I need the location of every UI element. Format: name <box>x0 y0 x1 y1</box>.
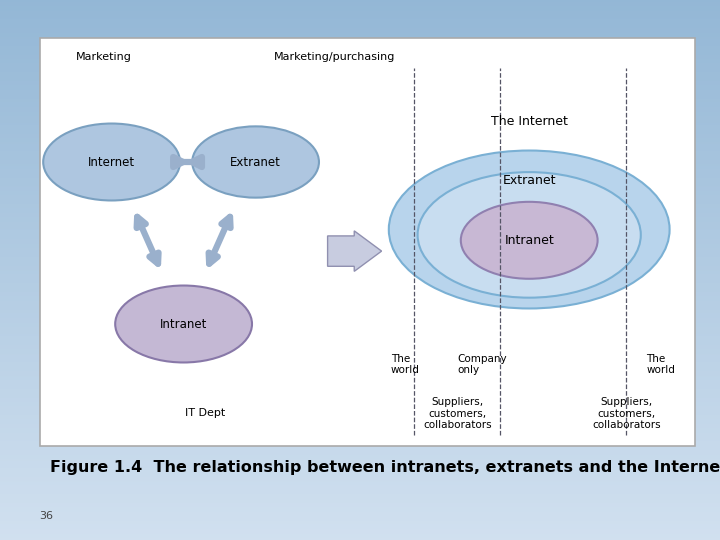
Ellipse shape <box>418 172 641 298</box>
Text: Internet: Internet <box>88 156 135 168</box>
Text: Marketing/purchasing: Marketing/purchasing <box>274 52 395 62</box>
Text: Figure 1.4  The relationship between intranets, extranets and the Internet: Figure 1.4 The relationship between intr… <box>50 460 720 475</box>
Ellipse shape <box>389 151 670 308</box>
Ellipse shape <box>192 126 319 198</box>
Text: The
world: The world <box>647 354 675 375</box>
Text: Suppliers,
customers,
collaborators: Suppliers, customers, collaborators <box>592 397 661 430</box>
FancyArrow shape <box>328 231 382 271</box>
Text: Intranet: Intranet <box>504 234 554 247</box>
FancyBboxPatch shape <box>40 38 695 445</box>
Text: 36: 36 <box>40 511 53 521</box>
Text: Company
only: Company only <box>457 354 507 375</box>
FancyArrowPatch shape <box>137 217 158 264</box>
Text: Suppliers,
customers,
collaborators: Suppliers, customers, collaborators <box>423 397 492 430</box>
Ellipse shape <box>461 202 598 279</box>
Text: Marketing: Marketing <box>76 52 132 62</box>
Ellipse shape <box>43 124 180 200</box>
Text: Intranet: Intranet <box>160 318 207 330</box>
FancyArrowPatch shape <box>209 217 230 264</box>
Text: Extranet: Extranet <box>230 156 281 168</box>
Text: Extranet: Extranet <box>503 174 556 187</box>
Text: IT Dept: IT Dept <box>185 408 225 418</box>
Text: The Internet: The Internet <box>491 115 567 128</box>
Ellipse shape <box>115 286 252 362</box>
FancyArrowPatch shape <box>174 157 202 167</box>
Text: The
world: The world <box>391 354 420 375</box>
